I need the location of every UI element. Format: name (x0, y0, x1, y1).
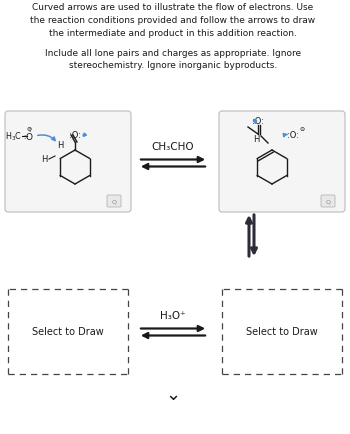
Text: Select to Draw: Select to Draw (246, 327, 318, 337)
Text: ⊖: ⊖ (26, 127, 32, 132)
Text: CH₃CHO: CH₃CHO (152, 141, 194, 151)
Text: Q: Q (112, 199, 117, 204)
Text: Include all lone pairs and charges as appropriate. Ignore: Include all lone pairs and charges as ap… (45, 49, 301, 58)
Text: H: H (253, 134, 259, 143)
Text: H: H (41, 155, 47, 164)
Text: H: H (57, 141, 63, 150)
FancyBboxPatch shape (219, 112, 345, 213)
FancyBboxPatch shape (321, 196, 335, 207)
Text: H₃O⁺: H₃O⁺ (160, 310, 186, 320)
Text: ⊖: ⊖ (299, 127, 304, 132)
Text: the reaction conditions provided and follow the arrows to draw: the reaction conditions provided and fol… (30, 16, 316, 25)
Text: stereochemistry. Ignore inorganic byproducts.: stereochemistry. Ignore inorganic byprod… (69, 61, 277, 70)
Text: the intermediate and product in this addition reaction.: the intermediate and product in this add… (49, 29, 297, 38)
FancyBboxPatch shape (5, 112, 131, 213)
Text: :O:: :O: (252, 117, 264, 126)
Text: O: O (26, 132, 33, 141)
Text: :: : (23, 134, 25, 140)
FancyBboxPatch shape (107, 196, 121, 207)
Text: Q: Q (326, 199, 330, 204)
Text: :O:: :O: (287, 131, 299, 140)
Text: :O:: :O: (69, 130, 81, 139)
Text: Curved arrows are used to illustrate the flow of electrons. Use: Curved arrows are used to illustrate the… (32, 3, 314, 12)
Text: :: : (28, 127, 30, 133)
Text: H$_3$C: H$_3$C (5, 131, 22, 143)
Text: ⌄: ⌄ (166, 385, 181, 403)
Text: Select to Draw: Select to Draw (32, 327, 104, 337)
